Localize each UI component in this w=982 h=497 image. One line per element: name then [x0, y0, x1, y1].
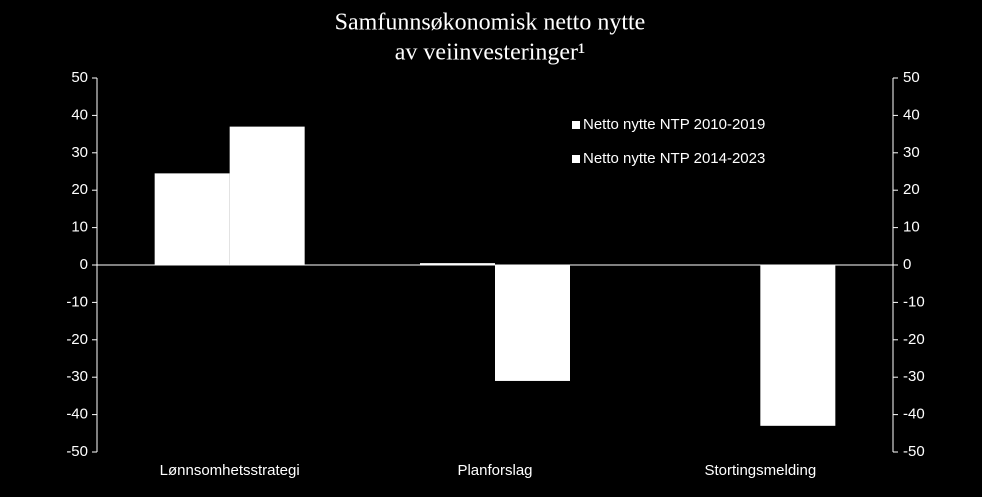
x-tick-label: Planforslag — [457, 462, 532, 479]
bar — [760, 265, 836, 426]
y-tick-label: -50 — [66, 443, 88, 460]
y2-tick-label: -20 — [903, 331, 925, 348]
y2-tick-label: -50 — [903, 443, 925, 460]
y-tick-label: 10 — [71, 219, 88, 236]
y2-tick-label: 40 — [903, 106, 920, 123]
bar — [154, 173, 230, 265]
y-tick-label: -20 — [66, 331, 88, 348]
y2-tick-label: 0 — [903, 256, 911, 273]
x-tick-label: Stortingsmelding — [704, 462, 816, 479]
legend-label: Netto nytte NTP 2010-2019 — [583, 116, 765, 133]
legend-swatch — [572, 155, 580, 163]
y-tick-label: 30 — [71, 144, 88, 161]
y-tick-label: -10 — [66, 293, 88, 310]
y2-tick-label: 30 — [903, 144, 920, 161]
y-tick-label: -30 — [66, 368, 88, 385]
legend-swatch — [572, 121, 580, 129]
y2-tick-label: 10 — [903, 219, 920, 236]
y2-tick-label: 50 — [903, 69, 920, 86]
y-tick-label: 0 — [80, 256, 88, 273]
x-tick-label: Lønnsomhetsstrategi — [160, 462, 300, 479]
y2-tick-label: -30 — [903, 368, 925, 385]
bar — [229, 126, 305, 266]
y-tick-label: 20 — [71, 181, 88, 198]
bar — [495, 265, 570, 381]
y2-tick-label: 20 — [903, 181, 920, 198]
y-tick-label: -40 — [66, 406, 88, 423]
y2-tick-label: -40 — [903, 406, 925, 423]
chart-title: av veiinvesteringer¹ — [395, 40, 585, 66]
y2-tick-label: -10 — [903, 293, 925, 310]
chart-title: Samfunnsøkonomisk netto nytte — [335, 10, 646, 36]
bar — [420, 263, 495, 265]
legend-label: Netto nytte NTP 2014-2023 — [583, 150, 765, 167]
y-tick-label: 50 — [71, 69, 88, 86]
y-tick-label: 40 — [71, 106, 88, 123]
